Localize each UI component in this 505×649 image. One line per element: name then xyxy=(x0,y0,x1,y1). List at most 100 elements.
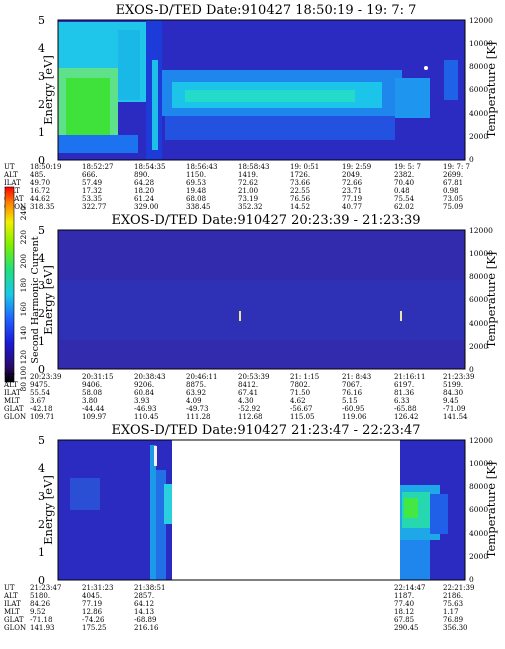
cell: 40.77 xyxy=(342,203,362,211)
y2-tick-label: 6000 xyxy=(469,505,488,514)
cell: 19: 2:59 xyxy=(342,163,371,171)
cell: 0.98 xyxy=(443,187,459,195)
row-label: UT xyxy=(4,584,15,592)
cell: 20:38:43 xyxy=(134,373,165,381)
y-tick-label: 0 xyxy=(38,363,45,376)
cell: 18:52:27 xyxy=(82,163,113,171)
cell: 18:54:35 xyxy=(134,163,165,171)
cell: 61.24 xyxy=(134,195,155,203)
cell: 666. xyxy=(82,171,98,179)
y-tick-label: 1 xyxy=(38,546,45,559)
y-tick-label: 2 xyxy=(38,307,45,320)
cell: 58.08 xyxy=(82,389,102,397)
colorbar-gradient xyxy=(4,186,15,383)
row-label: ALT xyxy=(3,381,18,389)
cell: 77.40 xyxy=(394,600,414,608)
cell: 2699. xyxy=(443,171,463,179)
row-label: GLON xyxy=(4,413,26,421)
cell: -44.44 xyxy=(82,405,105,413)
y2-tick-label: 6000 xyxy=(469,295,488,304)
cell: -74.26 xyxy=(82,616,105,624)
cell: 60.84 xyxy=(134,389,155,397)
panel-1-spectrogram xyxy=(58,20,465,160)
y2-tick-label: 10000 xyxy=(469,249,493,258)
colorbar: 240 220 200 180 160 140 120 100 80 Secon… xyxy=(4,186,41,392)
y-tick-label: 5 xyxy=(38,434,45,447)
panel-3-ylabel: Energy [eV] xyxy=(41,475,55,545)
colorbar-tick-label: 200 xyxy=(19,254,28,269)
panel-1-y-axis: 0 1 2 3 4 5 xyxy=(38,14,45,167)
cell: 76.56 xyxy=(290,195,311,203)
cell: 18.20 xyxy=(134,187,154,195)
panel-2-y2-axis: 0 2000 4000 6000 8000 10000 12000 xyxy=(469,226,493,374)
panel-3-info-table: UT ALT ILAT MLT GLAT GLON 21:23:47 5180.… xyxy=(3,584,474,632)
colorbar-tick-label: 140 xyxy=(19,326,28,341)
cell: 14.52 xyxy=(290,203,310,211)
cell: 21:23:39 xyxy=(443,373,474,381)
y2-tick-label: 0 xyxy=(469,155,474,164)
cell: 4045. xyxy=(82,592,102,600)
cell: 76.89 xyxy=(443,616,463,624)
y2-tick-label: 2000 xyxy=(469,552,488,561)
colorbar-tick-label: 160 xyxy=(19,302,28,317)
panel-3-y-axis: 0 1 2 3 4 5 xyxy=(38,434,45,587)
cell: -60.95 xyxy=(342,405,364,413)
row-label: ALT xyxy=(3,171,18,179)
y2-tick-label: 4000 xyxy=(469,529,488,538)
y-tick-label: 3 xyxy=(38,279,45,292)
colorbar-tick-label: 220 xyxy=(19,230,28,245)
y-tick-label: 5 xyxy=(38,14,45,27)
colorbar-tick-label: 100 xyxy=(19,366,28,381)
cell: 75.63 xyxy=(443,600,463,608)
cell: 0.48 xyxy=(394,187,410,195)
cell: 69.53 xyxy=(186,179,206,187)
cell: 68.08 xyxy=(186,195,206,203)
y2-tick-label: 4000 xyxy=(469,319,488,328)
cell: 2186. xyxy=(443,592,463,600)
cell: 22:14:47 xyxy=(394,584,425,592)
cell: 111.28 xyxy=(186,413,211,421)
y2-tick-label: 12000 xyxy=(469,16,493,25)
cell: 21:38:51 xyxy=(134,584,165,592)
cell: 290.45 xyxy=(394,624,419,632)
cell: 21.00 xyxy=(238,187,258,195)
panel-2-ylabel: Energy [eV] xyxy=(41,265,55,335)
cell: 67.41 xyxy=(238,389,258,397)
cell: 20:23:39 xyxy=(30,373,61,381)
y-tick-label: 4 xyxy=(38,252,45,265)
y-tick-label: 4 xyxy=(38,462,45,475)
cell: 7067. xyxy=(342,381,362,389)
cell: 5.15 xyxy=(342,397,358,405)
cell: 175.25 xyxy=(82,624,107,632)
y2-tick-label: 4000 xyxy=(469,109,488,118)
y-tick-label: 2 xyxy=(38,98,45,111)
panel-1-info-table: UT ALT ILAT MLT GLAT GLON 18:50:19 485. … xyxy=(3,163,470,211)
cell: 62.02 xyxy=(394,203,414,211)
cell: 23.71 xyxy=(342,187,362,195)
cell: 329.00 xyxy=(134,203,159,211)
panel-2-frame xyxy=(57,229,466,370)
y2-tick-label: 0 xyxy=(469,575,474,584)
y2-tick-label: 6000 xyxy=(469,85,488,94)
panel-1-frame xyxy=(57,19,466,161)
cell: 338.45 xyxy=(186,203,211,211)
row-label: MLT xyxy=(4,397,20,405)
cell: 485. xyxy=(30,171,46,179)
cell: 5180. xyxy=(30,592,50,600)
cell: 72.66 xyxy=(342,179,363,187)
cell: 4.62 xyxy=(290,397,306,405)
row-label: GLAT xyxy=(4,405,24,413)
cell: 84.26 xyxy=(30,600,51,608)
y2-tick-label: 10000 xyxy=(469,39,493,48)
cell: 112.68 xyxy=(238,413,263,421)
cell: 57.49 xyxy=(82,179,102,187)
cell: 8412. xyxy=(238,381,258,389)
cell: 110.45 xyxy=(134,413,159,421)
cell: 84.30 xyxy=(443,389,463,397)
cell: 67.85 xyxy=(394,616,414,624)
cell: -46.93 xyxy=(134,405,156,413)
cell: 21: 8:43 xyxy=(342,373,371,381)
cell: -42.18 xyxy=(30,405,52,413)
cell: 6197. xyxy=(394,381,414,389)
